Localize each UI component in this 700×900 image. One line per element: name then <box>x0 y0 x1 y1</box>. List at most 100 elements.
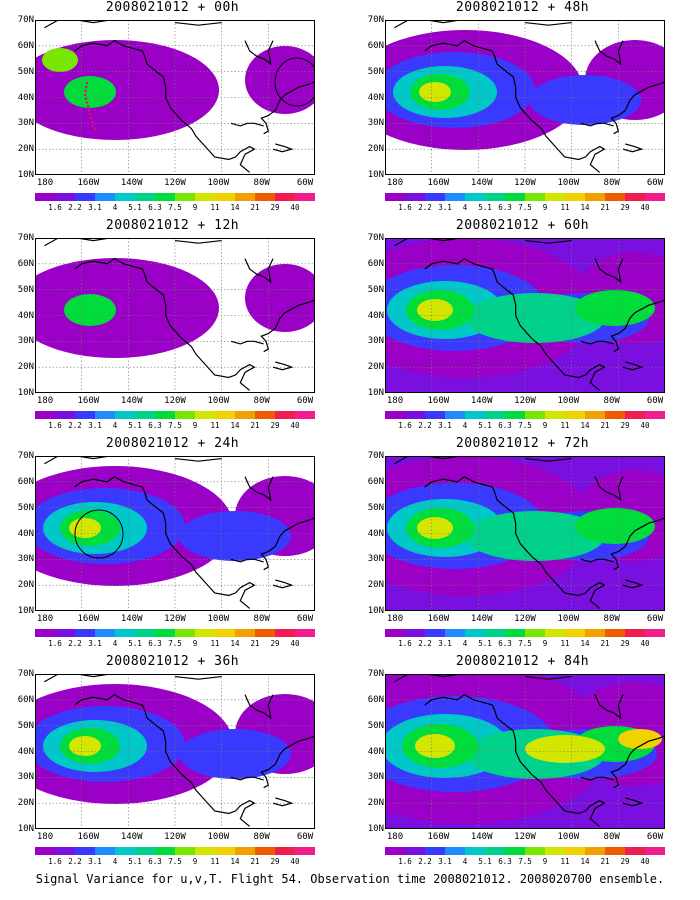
colorbar-swatch <box>135 847 155 855</box>
colorbar-swatch <box>505 193 525 201</box>
variance-map <box>385 238 665 393</box>
lon-tick-label: 120W <box>514 614 536 624</box>
colorbar-swatch <box>75 847 95 855</box>
colorbar-swatch <box>155 411 175 419</box>
lat-tick-label: 40N <box>17 310 34 321</box>
colorbar <box>35 629 315 637</box>
colorbar-label: 4 <box>112 639 118 648</box>
lat-tick-label: 10N <box>17 606 34 616</box>
lon-tick-label: 60W <box>296 614 314 624</box>
colorbar-label: 29 <box>270 857 280 866</box>
panel-title: 2008021012 + 24h <box>105 436 240 451</box>
lat-tick-label: 60N <box>17 694 34 705</box>
colorbar-swatch <box>585 847 605 855</box>
colorbar-swatch <box>215 193 235 201</box>
lon-tick-label: 140W <box>120 832 143 842</box>
colorbar-swatch <box>645 411 665 419</box>
lat-tick-label: 60N <box>17 476 34 487</box>
colorbar-swatch <box>605 629 625 637</box>
colorbar-swatch <box>605 847 625 855</box>
colorbar-label: 14 <box>230 639 240 648</box>
lon-tick-label: 160W <box>427 614 450 624</box>
colorbar-swatch <box>175 411 195 419</box>
variance-map <box>385 20 665 175</box>
lat-tick-label: 70N <box>367 15 384 25</box>
colorbar-label: 9 <box>542 421 548 430</box>
colorbar-swatch <box>255 629 275 637</box>
colorbar-label: 40 <box>290 203 300 212</box>
lon-tick-label: 140W <box>120 178 143 188</box>
colorbar-swatch <box>645 629 665 637</box>
colorbar-label: 3.1 <box>88 857 102 866</box>
map-panel: 2008021012 + 24h 70N 60N 50N 40N 30N 20N 10N 180… <box>0 436 345 654</box>
colorbar-swatch <box>505 411 525 419</box>
colorbar-label: 7.5 <box>518 639 532 648</box>
colorbar-swatch <box>485 411 505 419</box>
lon-tick-label: 180 <box>36 832 54 842</box>
colorbar-label: 5.1 <box>128 421 142 430</box>
lon-tick-label: 180 <box>36 614 54 624</box>
colorbar-swatch <box>95 629 115 637</box>
colorbar-swatch <box>235 193 255 201</box>
colorbar-label: 4 <box>462 639 468 648</box>
colorbar-swatch <box>35 847 55 855</box>
colorbar-swatch <box>155 193 175 201</box>
colorbar-swatch <box>445 847 465 855</box>
colorbar-swatch <box>505 629 525 637</box>
lon-tick-label: 60W <box>646 396 664 406</box>
colorbar-label: 4 <box>462 857 468 866</box>
lon-tick-label: 160W <box>427 832 450 842</box>
colorbar-label: 40 <box>290 857 300 866</box>
colorbar-swatch <box>385 193 405 201</box>
lat-tick-label: 20N <box>367 144 384 155</box>
colorbar-label: 1.6 <box>48 639 62 648</box>
colorbar-swatch <box>445 193 465 201</box>
colorbar-swatch <box>215 411 235 419</box>
colorbar-label: 9 <box>542 639 548 648</box>
lat-tick-label: 20N <box>17 144 34 155</box>
colorbar-swatch <box>35 193 55 201</box>
colorbar <box>35 193 315 201</box>
colorbar-swatch <box>115 629 135 637</box>
variance-map <box>385 456 665 611</box>
colorbar-label: 9 <box>192 857 198 866</box>
lon-tick-label: 80W <box>603 614 620 624</box>
colorbar-label: 3.1 <box>88 421 102 430</box>
colorbar-swatch <box>405 411 425 419</box>
colorbar-label: 3.1 <box>438 857 452 866</box>
panel-title: 2008021012 + 48h <box>455 0 590 15</box>
lon-tick-label: 180 <box>386 832 404 842</box>
colorbar-swatch <box>75 411 95 419</box>
colorbar-swatch <box>545 193 565 201</box>
colorbar-swatch <box>215 847 235 855</box>
colorbar-label: 9 <box>192 421 198 430</box>
lon-tick-label: 100W <box>207 832 230 842</box>
colorbar-label: 7.5 <box>168 421 182 430</box>
lat-tick-label: 10N <box>367 170 384 180</box>
colorbar-swatch <box>175 847 195 855</box>
lat-tick-label: 30N <box>17 336 34 347</box>
lon-tick-label: 180 <box>36 396 54 406</box>
colorbar-label: 6.3 <box>148 203 162 212</box>
lat-tick-label: 70N <box>17 15 34 25</box>
lat-tick-label: 30N <box>367 554 384 565</box>
colorbar-swatch <box>35 629 55 637</box>
colorbar-label: 14 <box>580 639 590 648</box>
lat-tick-label: 40N <box>367 310 384 321</box>
colorbar-swatch <box>275 411 295 419</box>
lon-tick-label: 100W <box>207 396 230 406</box>
colorbar-label: 1.6 <box>48 421 62 430</box>
variance-map <box>35 456 315 611</box>
colorbar-label: 4 <box>462 421 468 430</box>
colorbar-swatch <box>385 411 405 419</box>
colorbar-label: 11 <box>210 421 220 430</box>
colorbar-label: 3.1 <box>88 203 102 212</box>
lon-tick-label: 80W <box>253 396 270 406</box>
colorbar-label: 29 <box>270 421 280 430</box>
colorbar-swatch <box>55 847 75 855</box>
lat-tick-label: 20N <box>17 362 34 373</box>
colorbar-swatch <box>115 847 135 855</box>
colorbar-label: 9 <box>542 203 548 212</box>
colorbar-swatch <box>625 629 645 637</box>
variance-map <box>35 20 315 175</box>
